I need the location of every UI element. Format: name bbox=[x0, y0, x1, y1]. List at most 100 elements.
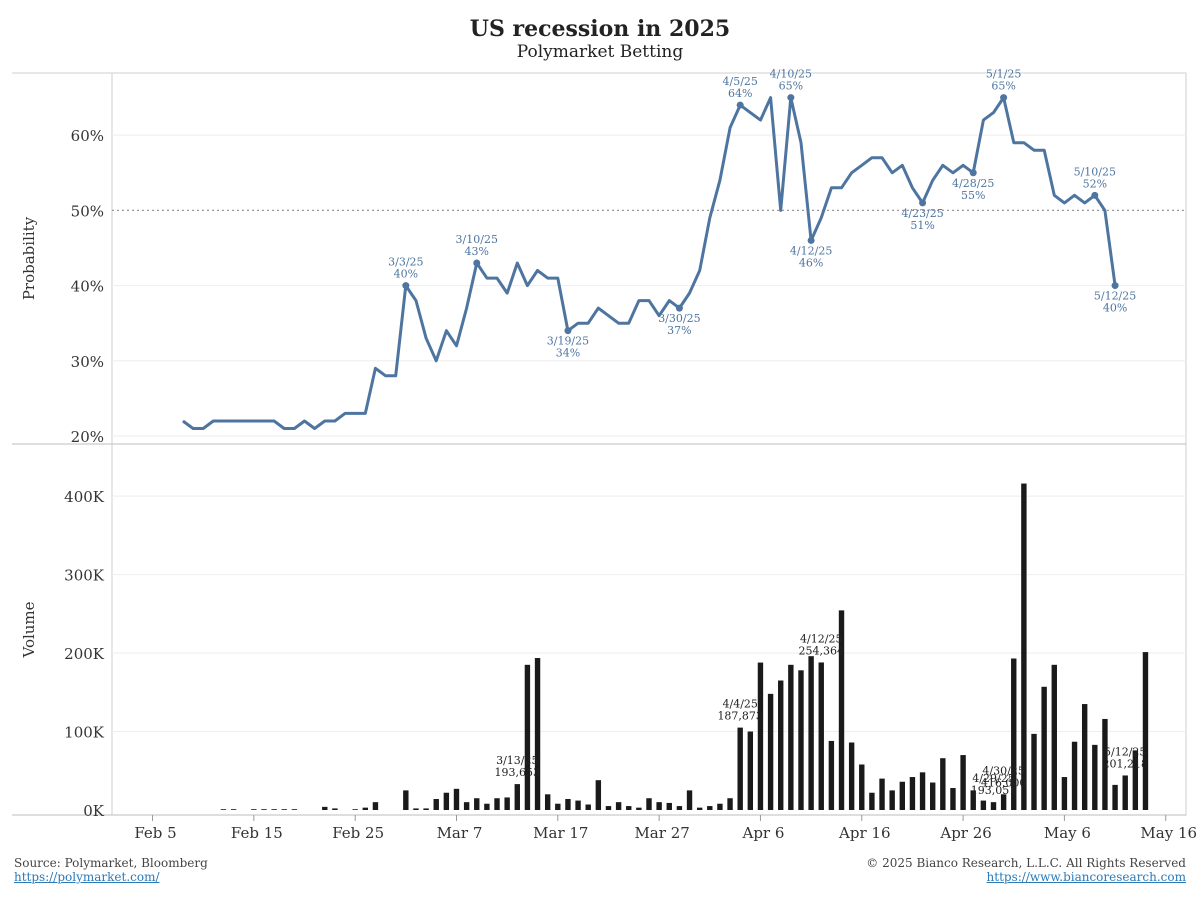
prob-tick-label: 20% bbox=[71, 428, 104, 446]
chart-title: US recession in 2025 bbox=[469, 16, 731, 42]
volume-bar bbox=[666, 802, 672, 810]
volume-bar bbox=[707, 806, 713, 810]
volume-bar bbox=[1092, 744, 1098, 810]
volume-bar bbox=[403, 790, 409, 810]
volume-annotation-date: 5/12/25 bbox=[1104, 745, 1146, 758]
volume-bar bbox=[767, 693, 774, 810]
probability-annotation-value: 34% bbox=[556, 347, 580, 360]
volume-bar bbox=[879, 778, 885, 810]
volume-bar bbox=[1031, 733, 1037, 810]
probability-annotation-value: 55% bbox=[961, 189, 985, 202]
probability-annotation-date: 3/19/25 bbox=[547, 335, 589, 348]
probability-annotation-point bbox=[1091, 191, 1099, 199]
volume-bar bbox=[727, 798, 733, 810]
volume-bar bbox=[798, 670, 804, 810]
x-tick-label: Mar 17 bbox=[533, 824, 588, 842]
probability-annotation-date: 3/3/25 bbox=[388, 256, 423, 269]
volume-bar bbox=[980, 800, 987, 810]
volume-annotation-value: 193,653 bbox=[495, 766, 541, 779]
volume-annotation-date: 4/12/25 bbox=[800, 632, 842, 645]
volume-annotation-value: 193,051 bbox=[971, 784, 1017, 797]
volume-bar bbox=[544, 794, 551, 810]
volume-bar bbox=[737, 727, 743, 810]
volume-bar bbox=[230, 809, 237, 810]
volume-bar bbox=[322, 806, 328, 810]
probability-annotation-point bbox=[919, 199, 927, 207]
volume-bar bbox=[636, 807, 642, 810]
probability-annotation-value: 65% bbox=[991, 80, 1015, 93]
volume-bar bbox=[1071, 741, 1078, 810]
probability-annotation-date: 5/1/25 bbox=[986, 68, 1021, 81]
volume-bar bbox=[909, 777, 916, 810]
volume-axis-title: Volume bbox=[20, 601, 38, 658]
volume-bar bbox=[717, 803, 723, 810]
volume-bar bbox=[1081, 704, 1088, 810]
site-link[interactable]: https://www.biancoresearch.com bbox=[986, 870, 1186, 884]
probability-annotation-point bbox=[402, 282, 410, 290]
volume-bar bbox=[372, 802, 379, 810]
volume-bar bbox=[747, 731, 754, 810]
volume-bar bbox=[950, 788, 956, 810]
probability-annotation-point bbox=[564, 327, 572, 335]
volume-bar bbox=[869, 792, 875, 810]
volume-bar bbox=[1112, 784, 1118, 810]
probability-annotation-point bbox=[807, 236, 815, 244]
volume-bar bbox=[696, 807, 703, 810]
volume-bar bbox=[1011, 658, 1017, 810]
volume-bar bbox=[960, 755, 966, 810]
volume-bar bbox=[970, 790, 976, 810]
footer-copyright: © 2025 Bianco Research, L.L.C. All Right… bbox=[866, 856, 1186, 884]
volume-bar bbox=[595, 780, 602, 810]
volume-bar bbox=[605, 806, 612, 810]
volume-bar bbox=[251, 809, 257, 810]
volume-annotation-value: 201,218 bbox=[1102, 757, 1148, 770]
x-tick-label: Apr 16 bbox=[838, 824, 890, 842]
probability-annotation-point bbox=[473, 259, 481, 267]
source-link[interactable]: https://polymarket.com/ bbox=[14, 870, 160, 884]
footer-source: Source: Polymarket, Bloomberg https://po… bbox=[14, 856, 208, 884]
volume-bar bbox=[271, 809, 277, 810]
volume-annotation-date: 4/4/25 bbox=[722, 698, 757, 711]
volume-tick-label: 200K bbox=[64, 645, 105, 663]
volume-bar bbox=[494, 798, 500, 810]
volume-bar bbox=[848, 742, 855, 810]
volume-tick-label: 300K bbox=[64, 567, 105, 585]
volume-bar bbox=[1041, 686, 1047, 810]
probability-annotation-value: 51% bbox=[910, 219, 934, 232]
volume-bar bbox=[818, 662, 824, 810]
probability-annotation-value: 40% bbox=[1103, 302, 1127, 315]
copyright-text: © 2025 Bianco Research, L.L.C. All Right… bbox=[866, 856, 1186, 870]
volume-bar bbox=[1021, 483, 1027, 810]
volume-bar bbox=[332, 808, 338, 810]
volume-bar bbox=[585, 804, 591, 810]
probability-annotation-date: 4/5/25 bbox=[722, 75, 757, 88]
volume-bar bbox=[352, 809, 358, 810]
prob-tick-label: 40% bbox=[71, 278, 104, 296]
volume-bar bbox=[534, 658, 541, 810]
volume-bar bbox=[453, 788, 460, 810]
volume-bar bbox=[504, 797, 510, 810]
volume-annotation-date: 4/29/25 bbox=[972, 772, 1014, 785]
prob-tick-label: 30% bbox=[71, 353, 104, 371]
volume-bar bbox=[1000, 794, 1007, 810]
volume-bar bbox=[1122, 775, 1128, 810]
volume-bar bbox=[575, 800, 581, 810]
volume-annotation-value: 416,000 bbox=[981, 776, 1027, 789]
volume-bar bbox=[261, 809, 267, 810]
volume-bar bbox=[919, 772, 926, 810]
volume-bar bbox=[757, 662, 764, 810]
volume-bar bbox=[929, 782, 936, 810]
volume-bar bbox=[514, 784, 520, 810]
probability-annotation-value: 46% bbox=[799, 256, 823, 269]
volume-bar bbox=[828, 740, 835, 810]
volume-bar bbox=[838, 610, 845, 810]
probability-annotation-value: 64% bbox=[728, 87, 752, 100]
volume-bar bbox=[889, 790, 895, 810]
volume-bar bbox=[423, 808, 429, 810]
x-tick-label: May 16 bbox=[1140, 824, 1197, 842]
prob-tick-label: 60% bbox=[71, 127, 104, 145]
prob-tick-label: 50% bbox=[71, 202, 104, 220]
x-tick-label: Feb 25 bbox=[332, 824, 384, 842]
source-text: Source: Polymarket, Bloomberg bbox=[14, 856, 208, 870]
